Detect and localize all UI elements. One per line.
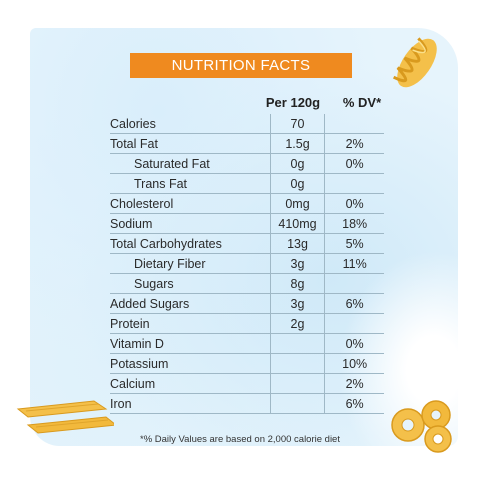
nutrient-daily-value: 2% — [324, 133, 384, 154]
nutrient-daily-value: 11% — [324, 253, 384, 274]
nutrient-name: Cholesterol — [110, 193, 271, 214]
nutrient-daily-value: 6% — [324, 293, 384, 314]
table-row: Trans Fat 0g — [110, 173, 384, 194]
nutrient-name: Total Fat — [110, 133, 271, 154]
nutrient-name: Potassium — [110, 353, 271, 374]
table-row: Protein 2g — [110, 313, 384, 334]
nutrient-amount — [269, 373, 326, 394]
nutrient-daily-value — [324, 173, 384, 194]
nutrient-daily-value: 5% — [324, 233, 384, 254]
nutrient-name: Sodium — [110, 213, 271, 234]
nutrient-name: Dietary Fiber — [110, 253, 271, 274]
daily-value-footnote: *% Daily Values are based on 2,000 calor… — [140, 434, 340, 445]
nutrient-daily-value: 2% — [324, 373, 384, 394]
nutrient-amount: 70 — [269, 114, 326, 134]
nutrient-daily-value — [324, 114, 384, 134]
nutrient-daily-value: 0% — [324, 333, 384, 354]
nutrient-amount: 13g — [269, 233, 326, 254]
nutrient-name: Added Sugars — [110, 293, 271, 314]
nutrient-name: Iron — [110, 393, 271, 414]
nutrient-daily-value: 18% — [324, 213, 384, 234]
table-row: Vitamin D 0% — [110, 333, 384, 354]
table-row: Total Carbohydrates 13g 5% — [110, 233, 384, 254]
table-row: Sugars 8g — [110, 273, 384, 294]
table-row: Calcium 2% — [110, 373, 384, 394]
nutrient-amount: 3g — [269, 253, 326, 274]
nutrient-name: Protein — [110, 313, 271, 334]
fusilli-pasta-icon — [393, 37, 437, 88]
nutrient-amount: 1.5g — [269, 133, 326, 154]
nutrient-daily-value: 0% — [324, 193, 384, 214]
nutrient-daily-value: 6% — [324, 393, 384, 414]
table-row: Iron 6% — [110, 393, 384, 414]
nutrient-name: Sugars — [110, 273, 271, 294]
nutrient-amount: 2g — [269, 313, 326, 334]
penne-pasta-icon — [16, 400, 114, 434]
table-row: Added Sugars 3g 6% — [110, 293, 384, 314]
nutrient-daily-value: 10% — [324, 353, 384, 374]
table-row: Saturated Fat 0g 0% — [110, 153, 384, 174]
nutrition-table: Calories 70 Total Fat 1.5g 2% Saturated … — [110, 114, 384, 414]
nutrient-name: Trans Fat — [110, 173, 271, 194]
nutrient-amount: 3g — [269, 293, 326, 314]
nutrient-daily-value — [324, 313, 384, 334]
amount-column-header: Per 120g — [265, 95, 321, 110]
nutrient-amount: 410mg — [269, 213, 326, 234]
nutrient-name: Saturated Fat — [110, 153, 271, 174]
table-row: Sodium 410mg 18% — [110, 213, 384, 234]
nutrient-daily-value: 0% — [324, 153, 384, 174]
nutrient-amount — [269, 393, 326, 414]
nutrient-amount: 0g — [269, 153, 326, 174]
daily-value-column-header: % DV* — [342, 95, 382, 110]
nutrient-name: Total Carbohydrates — [110, 233, 271, 254]
table-row: Cholesterol 0mg 0% — [110, 193, 384, 214]
table-row: Potassium 10% — [110, 353, 384, 374]
table-row: Calories 70 — [110, 114, 384, 134]
nutrient-daily-value — [324, 273, 384, 294]
nutrient-name: Calcium — [110, 373, 271, 394]
nutrient-amount — [269, 333, 326, 354]
nutrition-facts-title: NUTRITION FACTS — [130, 53, 352, 78]
nutrient-amount: 8g — [269, 273, 326, 294]
nutrient-amount: 0mg — [269, 193, 326, 214]
nutrient-name: Calories — [110, 114, 271, 134]
cavatappi-pasta-icon — [391, 400, 452, 453]
table-row: Total Fat 1.5g 2% — [110, 133, 384, 154]
nutrient-amount — [269, 353, 326, 374]
nutrient-amount: 0g — [269, 173, 326, 194]
table-row: Dietary Fiber 3g 11% — [110, 253, 384, 274]
nutrient-name: Vitamin D — [110, 333, 271, 354]
